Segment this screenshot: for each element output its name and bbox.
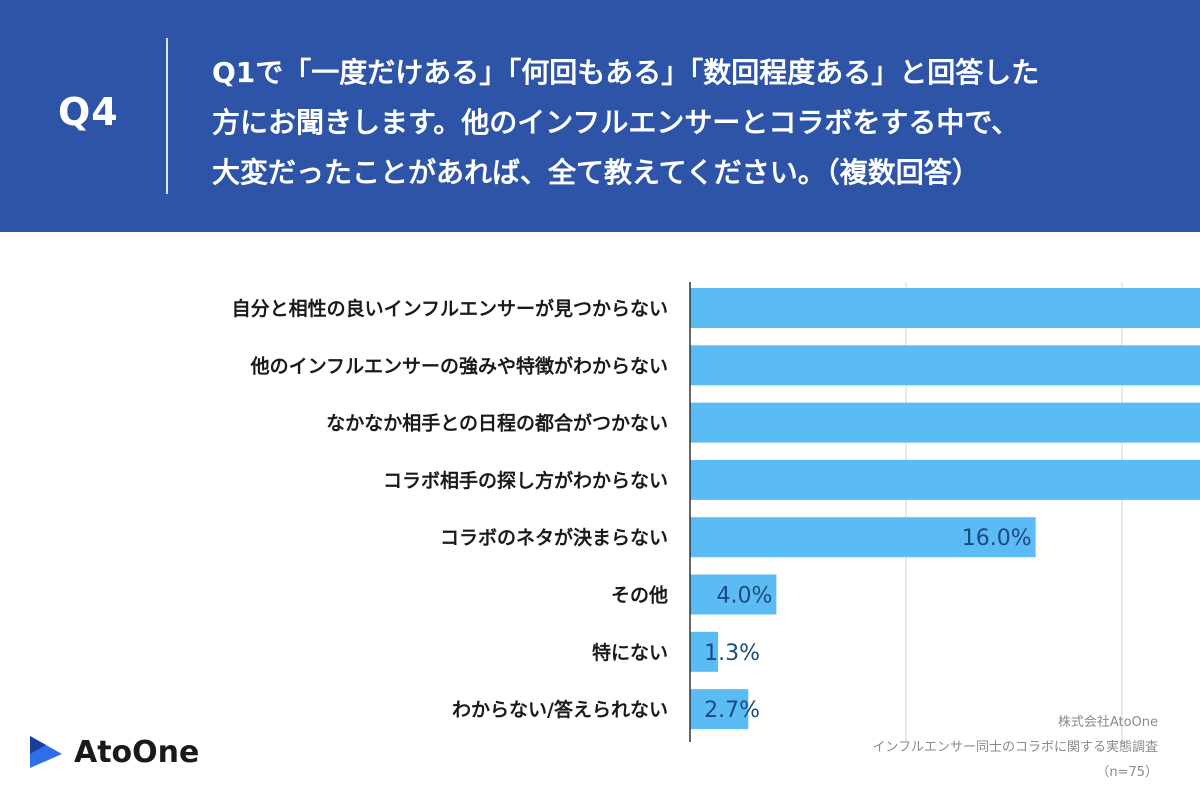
bar [690, 517, 1036, 558]
source-sample: （n=75） [1096, 765, 1158, 780]
bar [690, 574, 777, 615]
question-text: Q1で「一度だけある」「何回もある」「数回程度ある」と回答した 方にお聞きします… [212, 48, 1182, 198]
bar [690, 631, 719, 672]
category-label: その他 [611, 584, 668, 607]
atoone-logo-icon [30, 736, 62, 768]
logo-text: AtoOne [74, 734, 200, 770]
question-line: Q1で「一度だけある」「何回もある」「数回程度ある」と回答した [212, 56, 1040, 89]
category-label: わからない/答えられない [452, 698, 668, 721]
value-label: 16.0% [962, 526, 1032, 551]
bar [690, 288, 1200, 328]
bar-chart: 自分と相性の良いインフルエンサーが見つからない45.3%他のインフルエンサーの強… [232, 282, 1200, 742]
question-line: 方にお聞きします。他のインフルエンサーとコラボをする中で、 [212, 106, 1020, 139]
question-number: Q4 [58, 90, 119, 134]
category-label: なかなか相手との日程の都合がつかない [326, 412, 668, 435]
category-label: コラボ相手の探し方がわからない [383, 469, 668, 492]
source-company: 株式会社AtoOne [1057, 715, 1158, 730]
category-label: 他のインフルエンサーの強みや特徴がわからない [250, 354, 668, 377]
bar [690, 345, 1200, 386]
category-label: 自分と相性の良いインフルエンサーが見つからない [232, 297, 668, 320]
chart-panel: 自分と相性の良いインフルエンサーが見つからない45.3%他のインフルエンサーの強… [0, 232, 1200, 800]
category-label: コラボのネタが決まらない [440, 526, 668, 549]
value-label: 1.3% [704, 641, 760, 666]
category-label: 特にない [592, 642, 668, 664]
question-line: 大変だったことがあれば、全て教えてください。（複数回答） [212, 156, 980, 189]
value-label: 4.0% [716, 584, 772, 609]
bar [690, 402, 1200, 443]
bar [690, 459, 1200, 500]
value-label: 2.7% [704, 698, 760, 723]
header-divider [166, 38, 168, 194]
source-survey: インフルエンサー同士のコラボに関する実態調査 [872, 740, 1158, 755]
source-note: 株式会社AtoOne インフルエンサー同士のコラボに関する実態調査 （n=75） [872, 710, 1158, 785]
header-banner: Q4 Q1で「一度だけある」「何回もある」「数回程度ある」と回答した 方にお聞き… [0, 0, 1200, 232]
atoone-logo: AtoOne [26, 732, 199, 772]
bar [690, 689, 749, 730]
